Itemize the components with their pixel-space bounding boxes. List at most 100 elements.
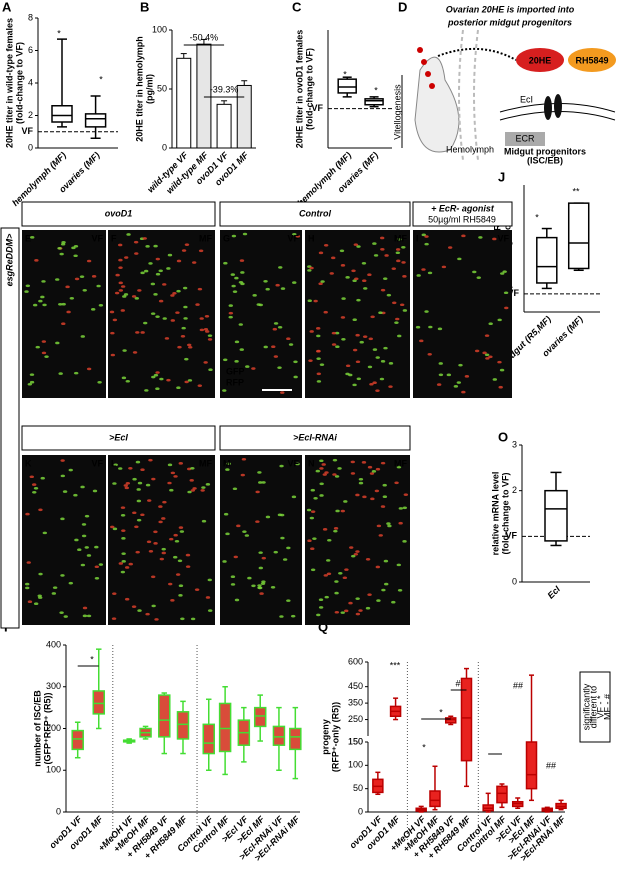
annotation: * — [439, 707, 443, 717]
side-label: Vitellogenesis — [392, 84, 402, 140]
cell — [236, 524, 241, 528]
cell — [345, 364, 351, 368]
cell — [334, 580, 339, 583]
cell — [424, 242, 429, 246]
cell — [162, 283, 167, 286]
cell — [398, 507, 404, 510]
cell — [332, 473, 337, 476]
cell — [222, 560, 227, 563]
cell — [383, 346, 388, 350]
cell — [68, 581, 74, 585]
header: >EcI-RNAi — [293, 432, 337, 442]
cell — [324, 471, 329, 474]
box — [525, 741, 538, 790]
cell — [26, 561, 31, 564]
cell — [416, 274, 421, 277]
cell — [178, 584, 184, 588]
cell — [316, 334, 321, 338]
cell — [378, 534, 383, 537]
cell — [498, 385, 503, 389]
cell — [295, 234, 301, 238]
cell — [421, 268, 426, 271]
cell — [244, 534, 250, 537]
cell — [153, 293, 158, 296]
micrograph — [220, 230, 302, 398]
y-tick-label: 8 — [28, 12, 33, 22]
cell — [380, 360, 386, 363]
y-axis-label: (fold-change to VF) — [500, 473, 510, 555]
cell — [118, 289, 124, 292]
cell — [188, 345, 193, 349]
cell — [355, 550, 360, 553]
cell — [343, 500, 348, 503]
cell — [337, 467, 342, 470]
cell — [397, 334, 402, 338]
y-axis-label: (GFP⁺RFP⁺ (R5)) — [42, 693, 52, 765]
cell — [166, 267, 171, 270]
annotation: ** — [572, 186, 580, 196]
cell — [383, 559, 389, 563]
agonist — [568, 48, 616, 72]
cell — [355, 333, 360, 337]
y-tick-label: 350 — [348, 697, 363, 707]
y-axis-label: (RFP⁺-only (R5)) — [330, 702, 340, 772]
cell — [62, 490, 68, 493]
cell — [226, 462, 231, 466]
condition-tag: MF — [394, 458, 407, 468]
cell — [277, 325, 283, 329]
cell — [293, 360, 298, 364]
cell — [339, 249, 345, 253]
cell — [183, 317, 188, 320]
cell — [380, 288, 386, 292]
cell — [356, 245, 361, 248]
y-tick-label: 450 — [348, 681, 363, 691]
note: different to — [588, 686, 598, 728]
cell — [81, 523, 87, 526]
cell — [362, 335, 368, 338]
cell — [66, 310, 71, 314]
cell — [91, 275, 97, 278]
cell — [279, 464, 284, 468]
subheader: 50µg/ml RH5849 — [428, 214, 496, 224]
cell — [361, 262, 367, 265]
cell — [340, 316, 346, 319]
cell — [472, 270, 477, 274]
cell — [321, 463, 326, 466]
cell — [231, 284, 236, 288]
cell — [151, 375, 156, 379]
y-axis-label: 20HE titer in ovoD1 females — [294, 30, 304, 149]
cell — [488, 355, 493, 359]
cell — [240, 282, 245, 286]
cell — [458, 363, 463, 367]
cell — [121, 537, 126, 540]
ecr — [505, 132, 545, 146]
cell — [42, 303, 47, 307]
cell — [316, 372, 322, 376]
cell — [167, 253, 173, 257]
cell — [263, 279, 268, 283]
cell — [358, 481, 364, 485]
box — [337, 78, 357, 94]
cell — [121, 376, 127, 380]
cell — [154, 618, 159, 621]
cell — [306, 508, 312, 512]
cell — [367, 273, 372, 277]
y-axis-label: 20HE titer in hemolymph — [134, 36, 144, 142]
y-tick-label: 600 — [348, 656, 363, 666]
reference-label: VF — [505, 531, 517, 541]
cell — [492, 237, 497, 241]
cell — [124, 566, 130, 569]
cell — [375, 389, 380, 392]
y-tick-label: 2 — [28, 110, 33, 120]
y-tick-label: 0 — [28, 142, 33, 152]
cell — [384, 254, 389, 257]
cell — [161, 517, 166, 520]
cell — [175, 311, 180, 314]
cell — [310, 568, 316, 572]
cell — [205, 330, 210, 333]
cell — [401, 245, 406, 249]
cell — [94, 576, 100, 580]
cell — [354, 277, 359, 281]
legend-gfp: GFP — [226, 366, 245, 376]
